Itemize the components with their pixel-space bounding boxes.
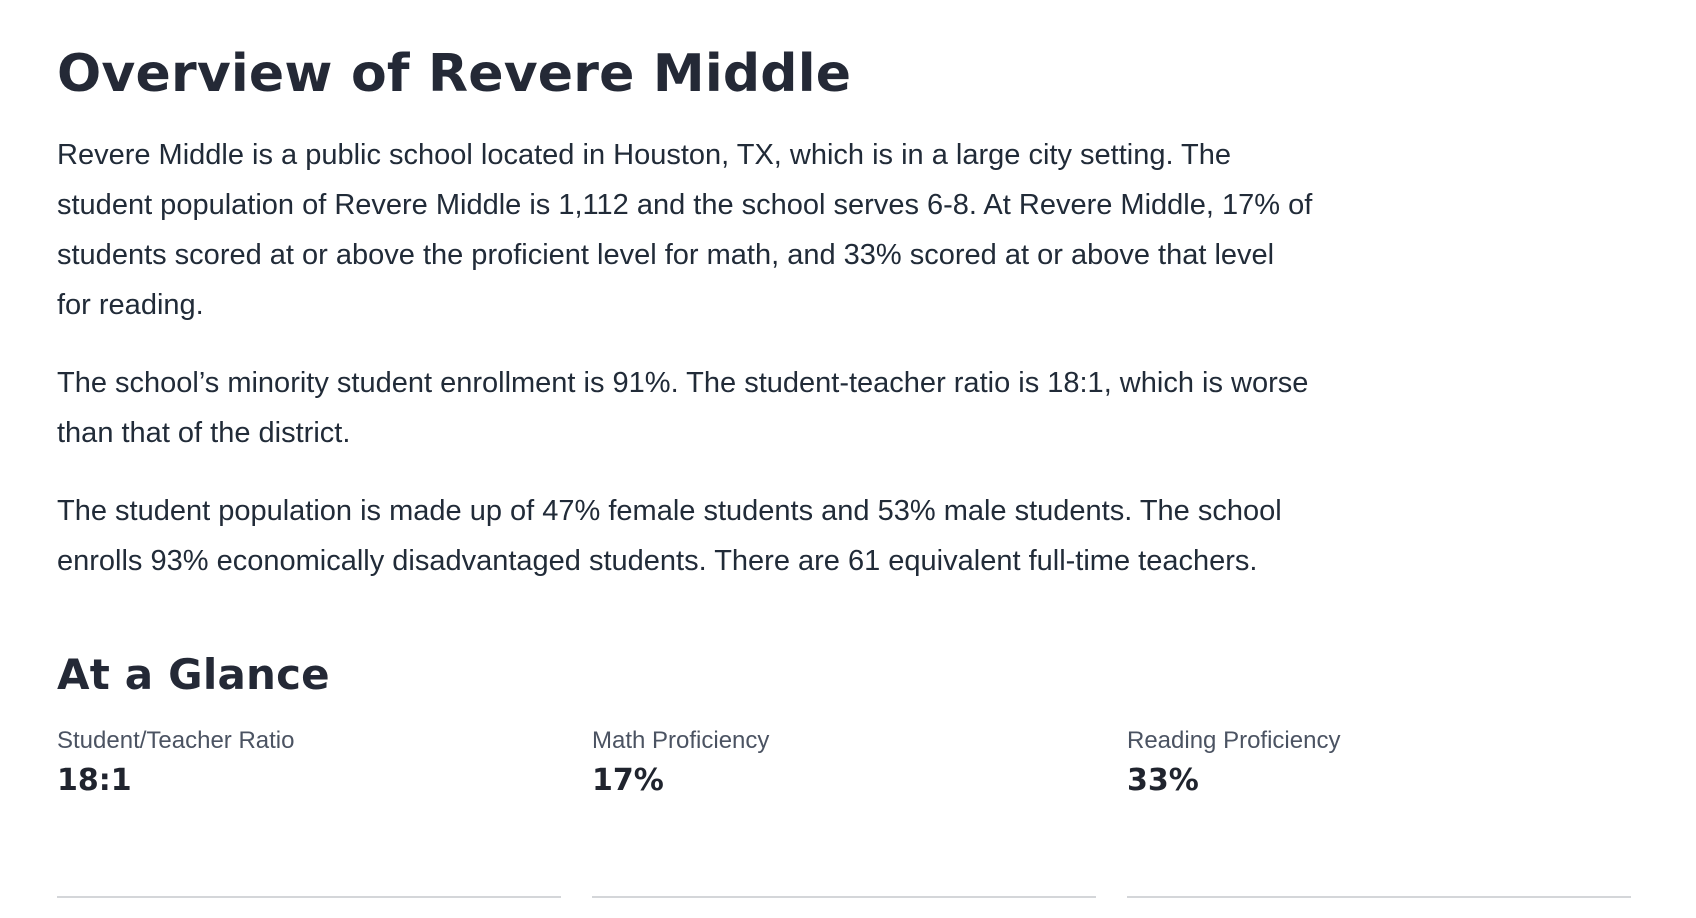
overview-text: Revere Middle is a public school located… [57, 130, 1696, 586]
stat-label: Reading Proficiency [1127, 727, 1341, 754]
stat-divider [1127, 896, 1631, 898]
overview-paragraph-1: Revere Middle is a public school located… [57, 139, 1313, 321]
page-title: Overview of Revere Middle [57, 44, 852, 104]
stat-value: 17% [592, 763, 664, 798]
at-a-glance-heading: At a Glance [57, 650, 330, 699]
overview-paragraph-3: The student population is made up of 47%… [57, 495, 1282, 577]
overview-paragraph-2: The school’s minority student enrollment… [57, 367, 1309, 449]
stat-card-student-teacher-ratio: Student/Teacher Ratio 18:1 [57, 726, 561, 898]
stat-card-reading-proficiency: Reading Proficiency 33% [1127, 726, 1631, 898]
stat-divider [57, 896, 561, 898]
school-overview-page: Overview of Revere Middle Revere Middle … [57, 44, 1696, 898]
stat-value: 33% [1127, 763, 1199, 798]
stat-divider [592, 896, 1096, 898]
stat-card-math-proficiency: Math Proficiency 17% [592, 726, 1096, 898]
stat-label: Math Proficiency [592, 727, 770, 754]
stat-label: Student/Teacher Ratio [57, 727, 295, 754]
at-a-glance-stats: Student/Teacher Ratio 18:1 Math Proficie… [57, 726, 1631, 898]
stat-value: 18:1 [57, 763, 132, 798]
